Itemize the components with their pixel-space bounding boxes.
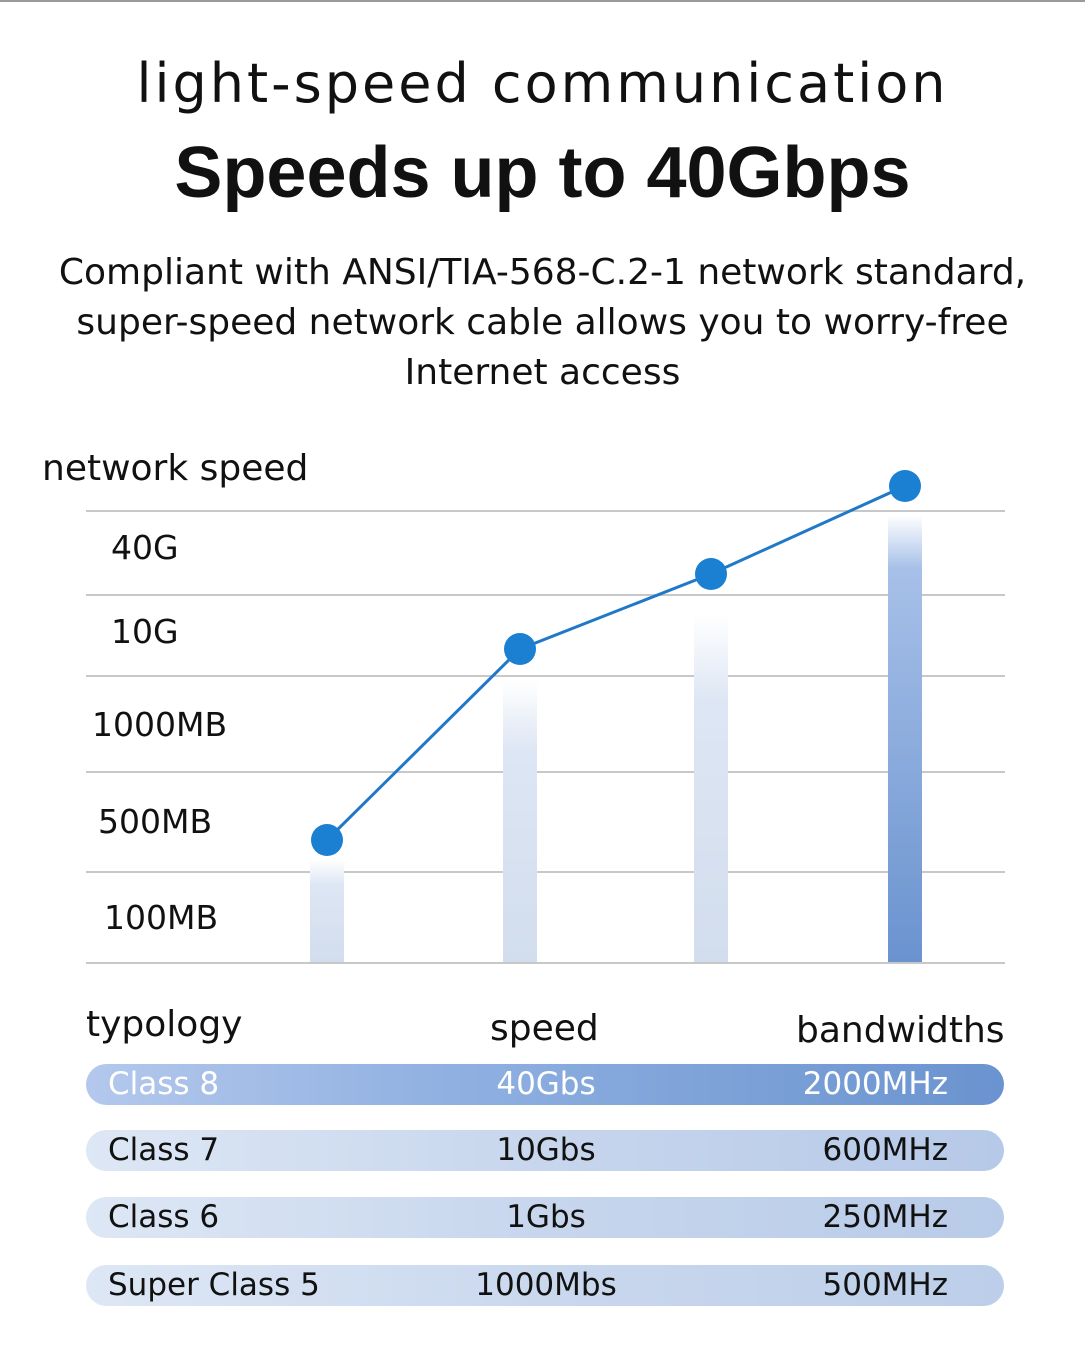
cell-bandwidth: 250MHz [822,1199,949,1235]
bar-super-class-5 [310,860,344,962]
header-bandwidths: bandwidths [796,1010,1005,1051]
cell-bandwidth: 2000MHz [802,1066,948,1102]
description-line-1: Compliant with ANSI/TIA-568-C.2-1 networ… [58,252,1027,293]
data-points [311,470,921,856]
y-tick-1000mb: 1000MB [92,705,228,744]
bar-class-7 [694,615,728,962]
cell-speed: 10Gbs [496,1132,596,1168]
bar-class-8 [888,515,922,962]
point-class-8 [889,470,921,502]
y-tick-10g: 10G [111,612,179,651]
table-row-class-7: Class 7 10Gbs 600MHz [86,1130,1004,1171]
header-typology: typology [86,1004,243,1045]
table-row-class-6: Class 6 1Gbs 250MHz [86,1197,1004,1238]
top-divider [0,0,1085,2]
cell-bandwidth: 500MHz [822,1267,949,1303]
y-tick-500mb: 500MB [98,802,213,841]
bars [310,515,922,962]
y-tick-40g: 40G [111,528,179,567]
cell-bandwidth: 600MHz [822,1132,949,1168]
cell-speed: 1Gbs [506,1199,586,1235]
table-row-class-8: Class 8 40Gbs 2000MHz [86,1064,1004,1105]
cell-typology: Class 6 [108,1199,220,1235]
cell-typology: Class 8 [108,1066,220,1102]
speed-chart [86,470,1005,964]
cell-typology: Super Class 5 [108,1267,320,1303]
description: Compliant with ANSI/TIA-568-C.2-1 networ… [20,248,1065,398]
y-tick-100mb: 100MB [104,898,219,937]
series-line [325,484,906,842]
description-line-2: super-speed network cable allows you to … [76,302,1009,343]
y-axis-label: network speed [42,448,309,489]
point-class-7 [695,558,727,590]
headline: Speeds up to 40Gbps [174,133,911,213]
cell-speed: 1000Mbs [475,1267,617,1303]
point-class-6 [504,633,536,665]
bar-class-6 [503,680,537,962]
cell-typology: Class 7 [108,1132,220,1168]
point-super-class-5 [311,824,343,856]
table-row-super-class-5: Super Class 5 1000Mbs 500MHz [86,1265,1004,1306]
cell-speed: 40Gbs [496,1066,596,1102]
description-line-3: Internet access [404,352,681,393]
kicker-title: light-speed communication [136,52,949,115]
header-speed: speed [490,1008,599,1049]
